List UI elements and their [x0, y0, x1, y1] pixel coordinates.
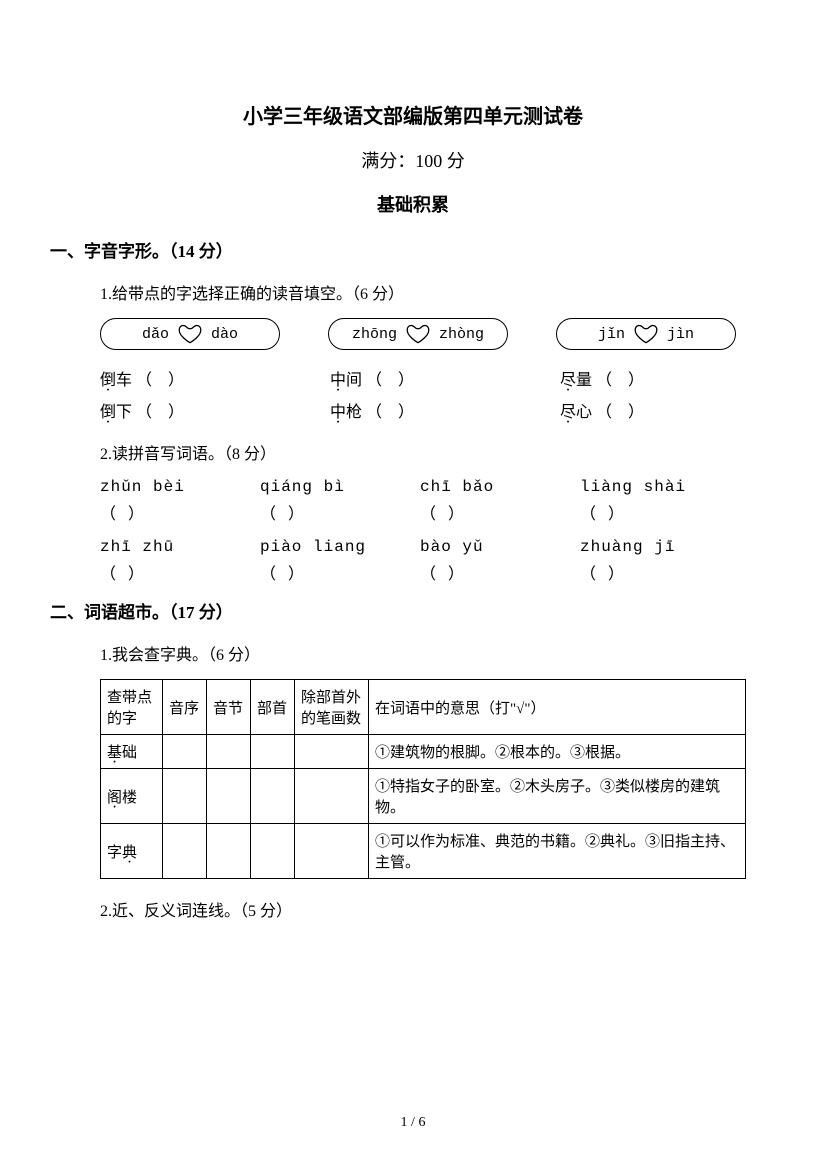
dotted-char: 中 [330, 398, 346, 422]
table-row: 字典 ①可以作为标准、典范的书籍。②典礼。③旧指主持、主管。 [101, 824, 746, 879]
col-header: 在词语中的意思（打"√"） [369, 680, 746, 735]
table-row: 基础 ①建筑物的根脚。②根本的。③根据。 [101, 735, 746, 769]
word-rest: 间 [346, 366, 362, 390]
answer-blank: （ ） [580, 500, 720, 524]
pinyin-write-row: zhǔn bèi qiáng bì chī bǎo liàng shài [100, 478, 736, 496]
pinyin-left: jǐn [598, 326, 625, 343]
answer-blank: （ ） [366, 398, 420, 422]
pinyin-right: zhòng [439, 326, 484, 343]
meaning-cell: ①特指女子的卧室。②木头房子。③类似楼房的建筑物。 [369, 769, 746, 824]
dotted-char: 典 [122, 841, 137, 862]
pinyin-pill: zhōng zhòng [328, 318, 508, 350]
answer-blank: （ ） [580, 560, 720, 584]
heart-icon [633, 323, 659, 345]
word-rest: 量 [576, 366, 592, 390]
answer-blank: （ ） [260, 560, 400, 584]
answer-blank: （ ） [100, 560, 240, 584]
dotted-char: 阁 [107, 786, 122, 807]
pinyin-item: piào liang [260, 538, 400, 556]
pinyin-item: chī bǎo [420, 478, 560, 496]
question-2-2: 2.近、反义词连线。（5 分） [100, 897, 736, 921]
blank-row: （ ） （ ） （ ） （ ） [100, 560, 736, 584]
dotted-char: 倒 [100, 398, 116, 422]
answer-blank: （ ） [100, 500, 240, 524]
dotted-char: 倒 [100, 366, 116, 390]
pinyin-pill: dǎo dào [100, 318, 280, 350]
pinyin-pill: jǐn jìn [556, 318, 736, 350]
table-row: 阁楼 ①特指女子的卧室。②木头房子。③类似楼房的建筑物。 [101, 769, 746, 824]
dotted-char: 基 [107, 741, 122, 762]
dotted-char: 尽 [560, 398, 576, 422]
word-item: 尽量（ ） [560, 366, 730, 390]
word-rest: 枪 [346, 398, 362, 422]
word-rest: 车 [116, 366, 132, 390]
pinyin-item: zhī zhū [100, 538, 240, 556]
heart-icon [177, 323, 203, 345]
section-2-title: 二、词语超市。（17 分） [50, 598, 736, 623]
word-item: 倒下（ ） [100, 398, 270, 422]
dotted-char: 尽 [560, 366, 576, 390]
word-row: 倒车（ ） 中间（ ） 尽量（ ） [100, 366, 736, 390]
word-item: 尽心（ ） [560, 398, 730, 422]
blank-row: （ ） （ ） （ ） （ ） [100, 500, 736, 524]
pinyin-item: zhuàng jī [580, 538, 720, 556]
pinyin-item: liàng shài [580, 478, 720, 496]
pinyin-item: zhǔn bèi [100, 478, 240, 496]
section-header: 基础积累 [90, 191, 736, 217]
meaning-cell: ①建筑物的根脚。②根本的。③根据。 [369, 735, 746, 769]
col-header: 音节 [207, 680, 251, 735]
page-title: 小学三年级语文部编版第四单元测试卷 [90, 100, 736, 129]
dotted-char: 中 [330, 366, 346, 390]
word-rest: 下 [116, 398, 132, 422]
pinyin-item: bào yǔ [420, 538, 560, 556]
word-item: 中枪（ ） [330, 398, 500, 422]
table-header-row: 查带点的字 音序 音节 部首 除部首外的笔画数 在词语中的意思（打"√"） [101, 680, 746, 735]
heart-icon [405, 323, 431, 345]
answer-blank: （ ） [260, 500, 400, 524]
col-header: 查带点的字 [101, 680, 163, 735]
section-1-title: 一、字音字形。（14 分） [50, 237, 736, 262]
page-footer: 1 / 6 [401, 1115, 426, 1131]
meaning-cell: ①可以作为标准、典范的书籍。②典礼。③旧指主持、主管。 [369, 824, 746, 879]
pinyin-pill-row: dǎo dào zhōng zhòng jǐn jìn [100, 318, 736, 350]
answer-blank: （ ） [596, 366, 650, 390]
pinyin-write-row: zhī zhū piào liang bào yǔ zhuàng jī [100, 538, 736, 556]
question-1-2: 2.读拼音写词语。（8 分） [100, 440, 736, 464]
word-row: 倒下（ ） 中枪（ ） 尽心（ ） [100, 398, 736, 422]
answer-blank: （ ） [420, 500, 560, 524]
word-pre: 字 [107, 845, 122, 861]
pinyin-right: dào [211, 326, 238, 343]
answer-blank: （ ） [596, 398, 650, 422]
pinyin-item: qiáng bì [260, 478, 400, 496]
word-item: 中间（ ） [330, 366, 500, 390]
answer-blank: （ ） [366, 366, 420, 390]
word-rest: 楼 [122, 790, 137, 806]
word-item: 倒车（ ） [100, 366, 270, 390]
answer-blank: （ ） [136, 366, 190, 390]
pinyin-left: zhōng [352, 326, 397, 343]
answer-blank: （ ） [420, 560, 560, 584]
full-score: 满分：100 分 [90, 147, 736, 173]
col-header: 音序 [163, 680, 207, 735]
word-rest: 础 [122, 745, 137, 761]
col-header: 除部首外的笔画数 [295, 680, 369, 735]
word-rest: 心 [576, 398, 592, 422]
question-1-1: 1.给带点的字选择正确的读音填空。（6 分） [100, 280, 736, 304]
question-2-1: 1.我会查字典。（6 分） [100, 641, 736, 665]
dictionary-table: 查带点的字 音序 音节 部首 除部首外的笔画数 在词语中的意思（打"√"） 基础… [100, 679, 746, 879]
pinyin-left: dǎo [142, 326, 169, 343]
answer-blank: （ ） [136, 398, 190, 422]
pinyin-right: jìn [667, 326, 694, 343]
col-header: 部首 [251, 680, 295, 735]
